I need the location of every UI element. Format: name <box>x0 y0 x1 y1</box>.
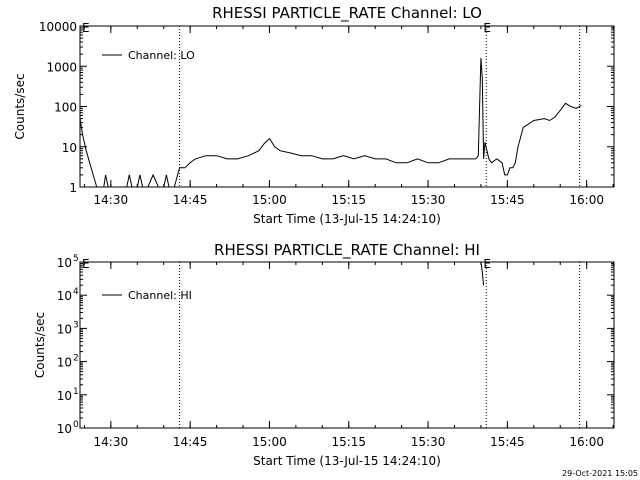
y-tick-label: 10 <box>62 141 77 155</box>
y-tick-exponent: 5 <box>73 254 79 264</box>
chart-title: RHESSI PARTICLE_RATE Channel: LO <box>212 4 482 23</box>
timestamp: 29-Oct-2021 15:05 <box>562 469 638 478</box>
y-tick-label: 10 <box>57 422 72 436</box>
time-marker-label: E <box>483 21 491 35</box>
y-tick-exponent: 1 <box>73 387 79 397</box>
x-tick-label: 15:00 <box>252 193 287 207</box>
x-tick-label: 14:45 <box>173 193 208 207</box>
x-tick-label: 15:00 <box>252 435 287 449</box>
series-line-lo <box>79 57 582 188</box>
time-marker-label: E <box>82 257 90 271</box>
y-tick-label: 10 <box>57 256 72 270</box>
y-axis-label: Counts/sec <box>13 73 27 139</box>
x-tick-label: 15:15 <box>331 435 366 449</box>
plot-frame <box>79 261 615 429</box>
x-tick-label: 15:45 <box>490 193 525 207</box>
x-axis-label: Start Time (13-Jul-15 14:24:10) <box>253 454 441 468</box>
x-tick-label: 15:45 <box>490 435 525 449</box>
y-tick-label: 10 <box>57 322 72 336</box>
y-tick-exponent: 3 <box>73 320 79 330</box>
y-tick-label: 1 <box>69 181 77 195</box>
x-tick-label: 14:30 <box>94 435 129 449</box>
legend-label: Channel: HI <box>128 289 192 302</box>
y-tick-label: 10 <box>57 389 72 403</box>
x-tick-label: 15:30 <box>411 435 446 449</box>
x-tick-label: 16:00 <box>569 435 604 449</box>
y-tick-label: 10 <box>57 289 72 303</box>
y-tick-exponent: 4 <box>73 287 79 297</box>
y-axis-label: Counts/sec <box>33 312 47 378</box>
x-tick-label: 14:30 <box>94 193 129 207</box>
x-tick-label: 16:00 <box>569 193 604 207</box>
y-tick-label: 1000 <box>46 60 77 74</box>
time-marker-label: E <box>483 257 491 271</box>
x-tick-label: 15:30 <box>411 193 446 207</box>
panel-lo: RHESSI PARTICLE_RATE Channel: LO 14:30 14:… <box>13 4 615 226</box>
x-tick-label: 15:15 <box>331 193 366 207</box>
series-line-hi <box>480 261 485 286</box>
time-marker-label: E <box>82 21 90 35</box>
chart-title: RHESSI PARTICLE_RATE Channel: HI <box>214 241 480 260</box>
x-tick-label: 14:45 <box>173 435 208 449</box>
x-axis-label: Start Time (13-Jul-15 14:24:10) <box>253 212 441 226</box>
y-tick-label: 10 <box>57 356 72 370</box>
y-tick-label: 10000 <box>39 20 77 34</box>
y-tick-exponent: 0 <box>73 420 79 430</box>
y-tick-label: 100 <box>54 101 77 115</box>
legend-label: Channel: LO <box>128 49 195 62</box>
panel-hi: RHESSI PARTICLE_RATE Channel: HI 14:30 14:… <box>33 241 615 468</box>
y-tick-exponent: 2 <box>73 354 79 364</box>
